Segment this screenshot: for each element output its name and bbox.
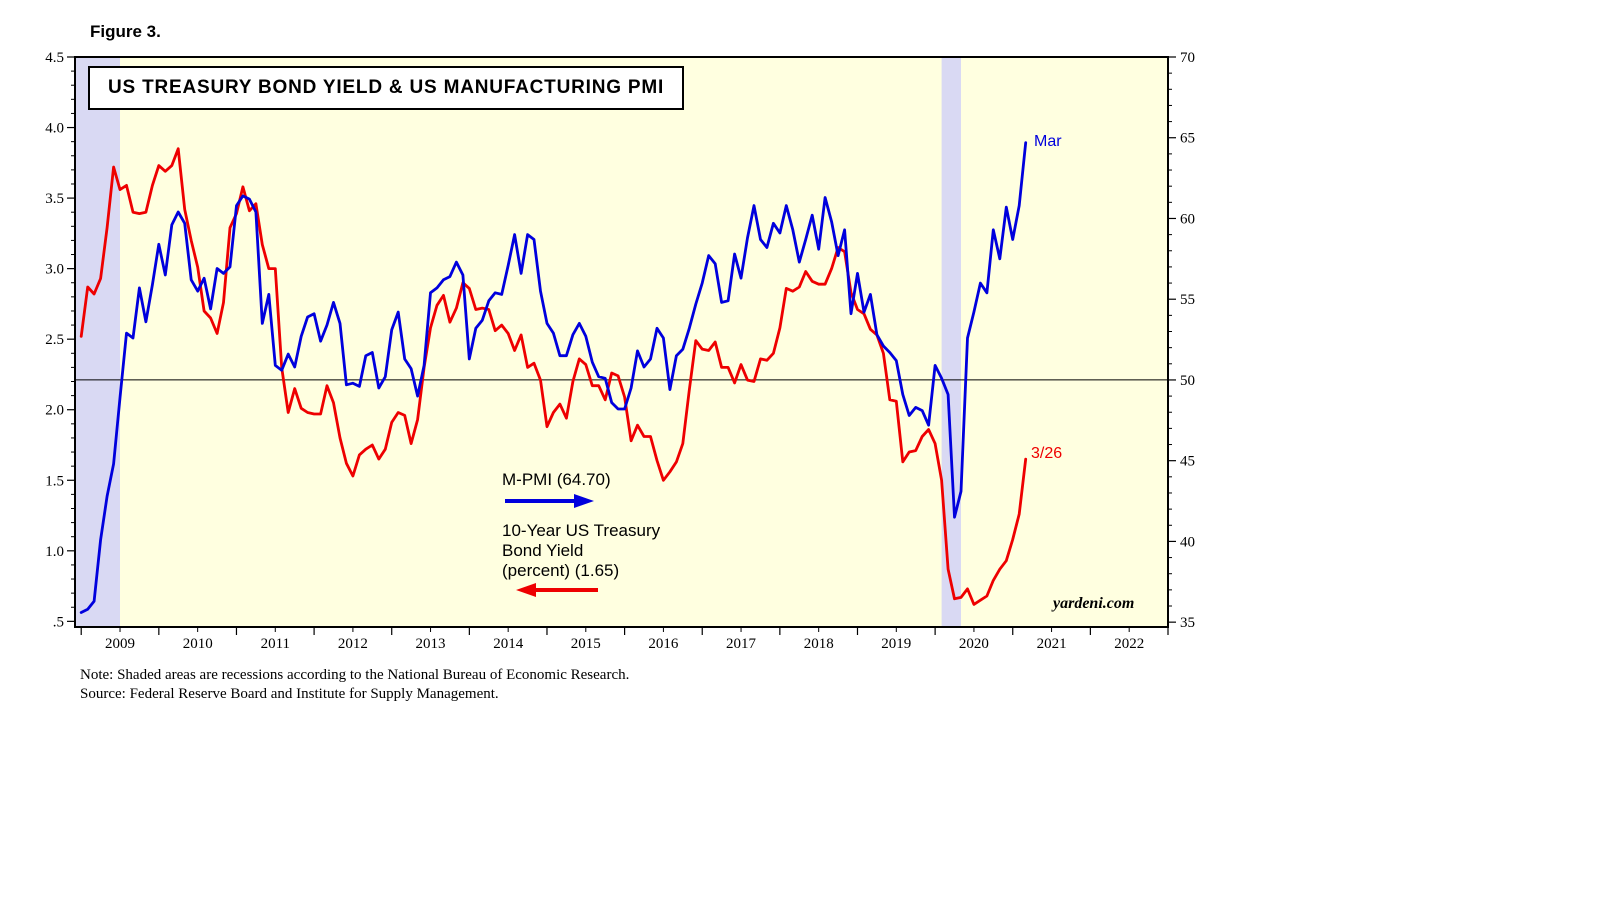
series-pmi — [79, 141, 1028, 614]
recession-band — [941, 57, 961, 627]
footnotes: Note: Shaded areas are recessions accord… — [80, 666, 629, 704]
left-axis-tick-label: 1.5 — [45, 473, 64, 489]
x-axis-year-label: 2014 — [493, 636, 524, 652]
yield-legend-block: 10-Year US Treasury Bond Yield (percent)… — [502, 521, 660, 581]
left-axis-tick-label: 4.5 — [45, 50, 64, 66]
x-axis-year-label: 2019 — [881, 636, 911, 652]
right-axis-tick-label: 35 — [1180, 615, 1195, 631]
chart-title-box: US TREASURY BOND YIELD & US MANUFACTURIN… — [88, 66, 685, 110]
yield-arrow-icon — [516, 583, 598, 597]
right-axis-tick-label: 70 — [1180, 50, 1195, 66]
x-axis-year-label: 2020 — [959, 636, 989, 652]
plot-border — [74, 56, 1169, 628]
yield-arrow-head — [516, 583, 536, 597]
note-recessions: Note: Shaded areas are recessions accord… — [80, 667, 630, 683]
x-axis-year-label: 2013 — [416, 636, 446, 652]
x-axis-year-label: 2017 — [726, 636, 757, 652]
left-axis-tick-label: .5 — [53, 614, 64, 630]
x-axis-year-label: 2012 — [338, 636, 368, 652]
yield-legend-line3: (percent) (1.65) — [502, 561, 620, 580]
plot-background — [75, 57, 1168, 627]
right-axis-tick-label: 40 — [1180, 534, 1195, 550]
x-axis-year-label: 2015 — [571, 636, 601, 652]
note-source: Source: Federal Reserve Board and Instit… — [80, 686, 499, 702]
left-axis-tick-label: 3.5 — [45, 191, 64, 207]
watermark: yardeni.com — [1053, 595, 1135, 612]
x-axis-year-label: 2010 — [183, 636, 213, 652]
figure-number-label: Figure 3. — [90, 22, 161, 41]
left-axis-tick-label: 2.5 — [45, 332, 64, 348]
right-axis-tick-label: 45 — [1180, 454, 1195, 470]
x-axis-year-label: 2016 — [648, 636, 679, 652]
pmi-arrow-icon — [505, 494, 594, 508]
left-axis-tick-label: 1.0 — [45, 544, 64, 560]
right-axis-tick-label: 55 — [1180, 292, 1195, 308]
x-axis-year-label: 2021 — [1037, 636, 1067, 652]
chart-title: US TREASURY BOND YIELD & US MANUFACTURIN… — [108, 77, 665, 98]
left-axis-tick-label: 4.0 — [45, 121, 64, 137]
x-axis-year-label: 2009 — [105, 636, 135, 652]
x-axis-year-label: 2018 — [804, 636, 834, 652]
yield-legend-line1: 10-Year US Treasury — [502, 521, 661, 540]
x-axis-year-label: 2022 — [1114, 636, 1144, 652]
right-axis-tick-label: 65 — [1180, 131, 1195, 147]
yield-last-point-label: 3/26 — [1031, 445, 1063, 462]
pmi-legend-label: M-PMI (64.70) — [502, 470, 611, 489]
right-axis-tick-label: 50 — [1180, 373, 1195, 389]
x-axis-year-label: 2011 — [261, 636, 290, 652]
left-axis-tick-label: 2.0 — [45, 403, 64, 419]
pmi-arrow-head — [574, 494, 594, 508]
pmi-last-point-label: Mar — [1034, 133, 1062, 150]
yield-legend-line2: Bond Yield — [502, 541, 584, 560]
right-axis-tick-label: 60 — [1180, 211, 1195, 227]
left-axis-tick-label: 3.0 — [45, 262, 64, 278]
recession-band — [75, 57, 120, 627]
